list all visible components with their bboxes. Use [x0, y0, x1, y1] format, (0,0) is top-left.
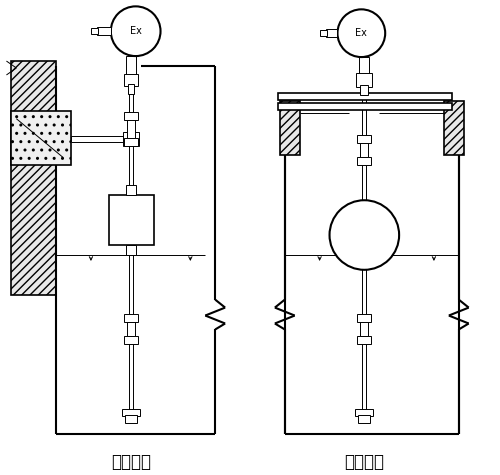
- Bar: [12, 61, 56, 294]
- Text: Ex: Ex: [356, 28, 368, 38]
- Bar: [360, 57, 370, 75]
- Bar: [122, 409, 140, 416]
- Bar: [126, 185, 136, 195]
- Bar: [358, 415, 370, 423]
- Bar: [356, 409, 374, 416]
- Bar: [124, 74, 138, 86]
- Bar: [444, 101, 464, 155]
- Bar: [278, 93, 452, 100]
- Bar: [360, 142, 368, 158]
- Bar: [278, 103, 452, 110]
- Bar: [126, 56, 136, 76]
- Bar: [358, 158, 372, 165]
- Bar: [71, 135, 136, 142]
- Bar: [326, 29, 338, 37]
- Circle shape: [111, 6, 160, 56]
- Bar: [91, 28, 98, 34]
- Bar: [124, 314, 138, 322]
- Bar: [128, 84, 134, 94]
- Bar: [320, 30, 326, 36]
- Bar: [124, 138, 138, 145]
- Bar: [109, 195, 154, 245]
- Text: 法兰固定: 法兰固定: [344, 453, 385, 471]
- Bar: [126, 322, 134, 336]
- Bar: [122, 132, 138, 145]
- Bar: [124, 415, 136, 423]
- Bar: [280, 101, 299, 155]
- Bar: [358, 314, 372, 322]
- Bar: [126, 245, 136, 255]
- Bar: [124, 336, 138, 344]
- Circle shape: [338, 10, 385, 57]
- Bar: [124, 112, 138, 120]
- Bar: [360, 85, 368, 95]
- Bar: [358, 134, 372, 142]
- Circle shape: [330, 200, 399, 270]
- Bar: [360, 322, 368, 336]
- Bar: [358, 336, 372, 344]
- Bar: [12, 111, 71, 165]
- Bar: [97, 27, 111, 35]
- Bar: [126, 120, 134, 138]
- Text: 架装固定: 架装固定: [110, 453, 150, 471]
- Text: Ex: Ex: [130, 26, 141, 36]
- Bar: [356, 73, 372, 87]
